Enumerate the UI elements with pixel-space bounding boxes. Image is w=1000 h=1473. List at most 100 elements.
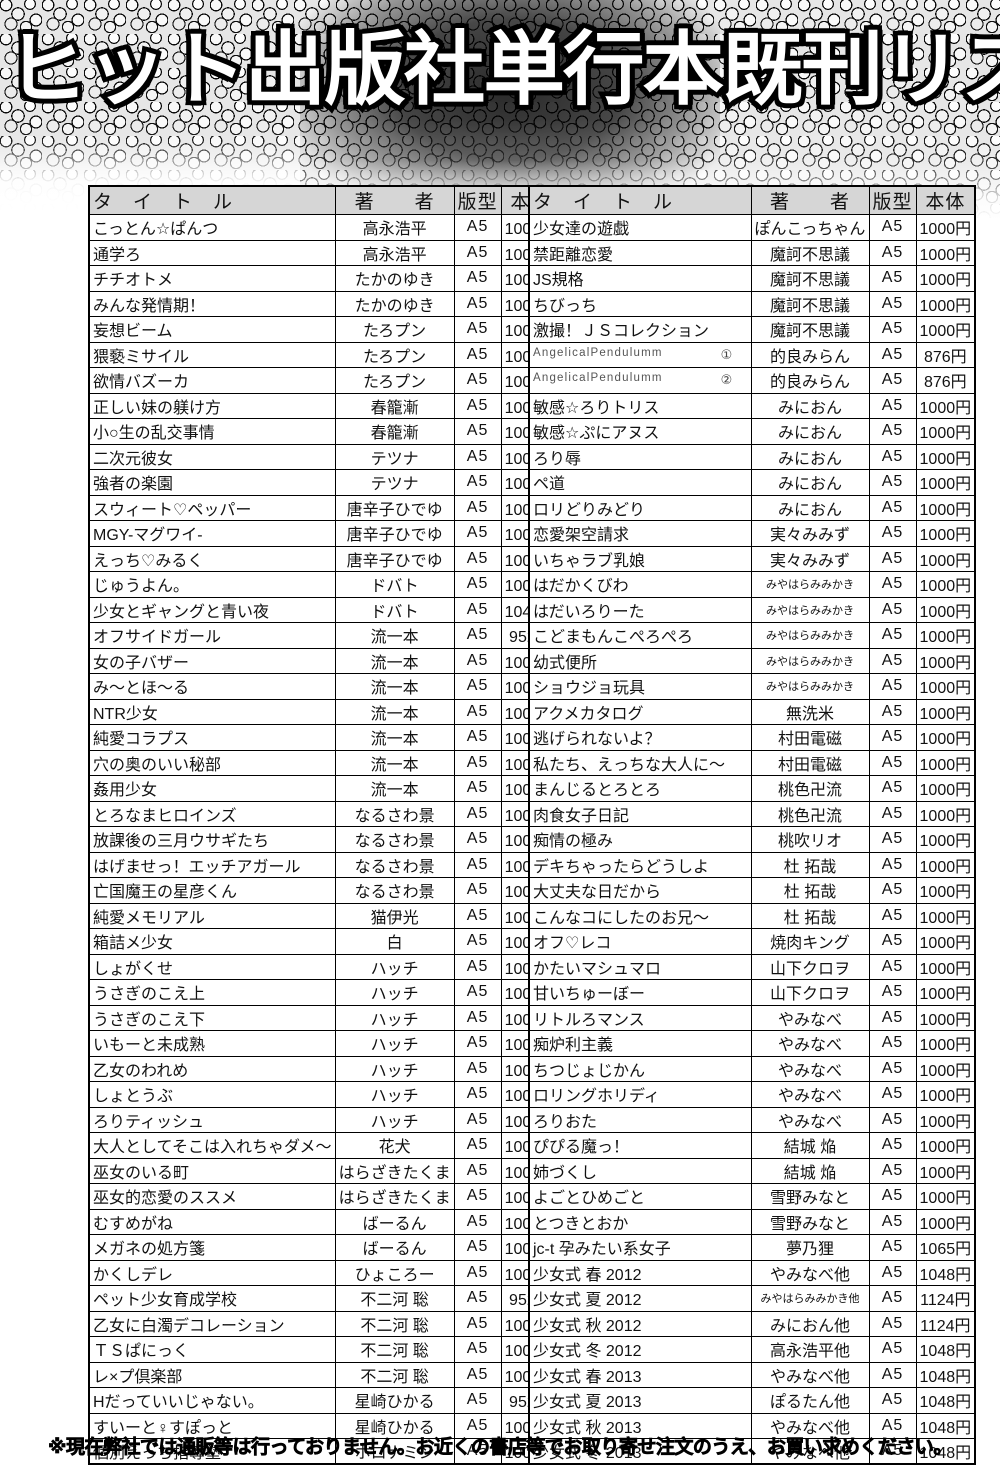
cell-size: A5 <box>453 1004 502 1031</box>
cell-title: 少女達の遊戯 <box>528 214 752 241</box>
cell-author: 村田電磁 <box>750 724 870 751</box>
cell-price: 1000円 <box>915 469 976 496</box>
cell-price: 1000円 <box>915 953 976 980</box>
cell-title: 大人としてそこは入れちゃダメ〜 <box>88 1132 336 1159</box>
cell-author: みにおん <box>750 469 870 496</box>
cell-size: A5 <box>868 1412 917 1439</box>
cell-author: 杜 拓哉 <box>750 902 870 929</box>
cell-author: 村田電磁 <box>750 749 870 776</box>
cell-title: 個別えっち指導塾 <box>88 1438 336 1465</box>
cell-author: やみなべ <box>750 1030 870 1057</box>
table-row: 箱詰メ少女白A51000円 <box>88 928 561 955</box>
cell-title: 少女式 冬 2012 <box>528 1336 752 1363</box>
cell-size: A5 <box>868 520 917 547</box>
cell-title: ろりおた <box>528 1106 752 1133</box>
cell-author: 魔訶不思議 <box>750 239 870 266</box>
table-row: ろりティッシュハッチA51000円 <box>88 1106 561 1133</box>
table-row: こんなコにしたのお兄〜杜 拓哉 A5 1000円 <box>528 902 976 929</box>
cell-title: 姉づくし <box>528 1157 752 1184</box>
cell-title: よごとひめごと <box>528 1183 752 1210</box>
cell-author: 不二河 聡 <box>334 1361 455 1388</box>
table-row: 私たち、えっちな大人に〜 村田電磁 A5 1000円 <box>528 749 976 776</box>
cell-author: なるさわ景 <box>334 851 455 878</box>
table-row: 少女式 秋 2013 やみなべ他 A5 1048円 <box>528 1412 976 1439</box>
cell-author: 高永浩平 <box>334 214 455 241</box>
cell-size: A5 <box>453 1234 502 1261</box>
cell-author: 唐辛子ひでゆ <box>334 520 455 547</box>
table-row: ロリングホリディ やみなべ A5 1000円 <box>528 1081 976 1108</box>
cell-size: A5 <box>868 1055 917 1082</box>
table-row: 大丈夫な日だから杜 拓哉 A5 1000円 <box>528 877 976 904</box>
table-row: 禁距離恋愛 魔訶不思議 A5 1000円 <box>528 239 976 266</box>
cell-size: A5 <box>868 673 917 700</box>
cell-title: 逃げられないよ？ <box>528 724 752 751</box>
cell-size: A5 <box>868 1004 917 1031</box>
table-row: うさぎのこえ上ハッチA51000円 <box>88 979 561 1006</box>
table-row: 少女式 春 2013 やみなべ他 A5 1048円 <box>528 1361 976 1388</box>
volume-number-badge: ② <box>720 372 734 388</box>
cell-size: A5 <box>868 341 917 368</box>
cell-size: A5 <box>453 1412 502 1439</box>
cell-size: A5 <box>453 367 502 394</box>
table-row: アクメカタログ 無洗米 A5 1000円 <box>528 698 976 725</box>
table-row: いもーと未成熟ハッチA51000円 <box>88 1030 561 1057</box>
cell-author: ひょころー <box>334 1259 455 1286</box>
cell-author: 結城 焔 <box>750 1132 870 1159</box>
cell-title: こんなコにしたのお兄〜 <box>528 902 752 929</box>
cell-title: 敏感☆ろりトリス <box>528 392 752 419</box>
cell-author: 猫伊光 <box>334 902 455 929</box>
cell-author: やみなべ他 <box>750 1412 870 1439</box>
cell-author: 魔訶不思議 <box>750 290 870 317</box>
cell-size: A5 <box>868 469 917 496</box>
cell-title: 乙女に白濁デコレーション <box>88 1310 336 1337</box>
cell-author: 流一本 <box>334 622 455 649</box>
cell-size: A5 <box>453 673 502 700</box>
cell-title: はだいろりーた <box>528 596 752 623</box>
cell-size: A5 <box>868 290 917 317</box>
cell-size: A5 <box>868 1310 917 1337</box>
cell-author: 桃吹リオ <box>750 826 870 853</box>
cell-title: ろり辱 <box>528 443 752 470</box>
cell-price: 1000円 <box>915 622 976 649</box>
table-row: 敏感☆ろりトリス みにおん A5 1000円 <box>528 392 976 419</box>
cell-author: やみなべ <box>750 1004 870 1031</box>
cell-size: A5 <box>453 800 502 827</box>
cell-author: テツナ <box>334 443 455 470</box>
cell-title: 少女とギャングと青い夜 <box>88 596 336 623</box>
cell-size: A5 <box>868 826 917 853</box>
cell-price: 1000円 <box>915 290 976 317</box>
cell-author: 星崎ひかる <box>334 1387 455 1414</box>
cell-title: デキちゃったらどうしよ <box>528 851 752 878</box>
cell-title: AngelicalPendulumm ② <box>528 367 752 394</box>
header-row: タ イ ト ル 著 者 版型 本体 <box>88 185 561 215</box>
cell-title: 箱詰メ少女 <box>88 928 336 955</box>
cell-author: 流一本 <box>334 647 455 674</box>
cell-author: ハッチ <box>334 1004 455 1031</box>
cell-title: 肉食女子日記 <box>528 800 752 827</box>
cell-title: 私たち、えっちな大人に〜 <box>528 749 752 776</box>
cell-size: A5 <box>453 290 502 317</box>
cell-author: みやはらみみかき <box>750 622 870 649</box>
cell-price: 1000円 <box>915 928 976 955</box>
cell-title: MGY-マグワイ- <box>88 520 336 547</box>
cell-price: 1000円 <box>915 418 976 445</box>
cell-author: ドバト <box>334 596 455 623</box>
cell-title: アクメカタログ <box>528 698 752 725</box>
cell-title: JS規格 <box>528 265 752 292</box>
table-row: 甘いちゅーぼー 山下クロヲ A5 1000円 <box>528 979 976 1006</box>
cell-price: 876円 <box>915 341 976 368</box>
table-row: ロリどりみどり みにおん A5 1000円 <box>528 494 976 521</box>
cell-title: 乙女のわれめ <box>88 1055 336 1082</box>
cell-author: 流一本 <box>334 775 455 802</box>
cell-price: 1000円 <box>915 1132 976 1159</box>
cell-title: ＴＳぱにっく <box>88 1336 336 1363</box>
cell-title: 放課後の三月ウサギたち <box>88 826 336 853</box>
table-row: かくしデレひょころーA51000円 <box>88 1259 561 1286</box>
table-row: しょがくせハッチA51000円 <box>88 953 561 980</box>
table-row: ショウジョ玩具 みやはらみみかき A5 1000円 <box>528 673 976 700</box>
cell-title: 幼式便所 <box>528 647 752 674</box>
table-row: 通学ろ高永浩平A51000円 <box>88 239 561 266</box>
table-row: 少女式 夏 2012 みやはらみみかき他 A5 1124円 <box>528 1285 976 1312</box>
cell-size: A5 <box>453 1106 502 1133</box>
